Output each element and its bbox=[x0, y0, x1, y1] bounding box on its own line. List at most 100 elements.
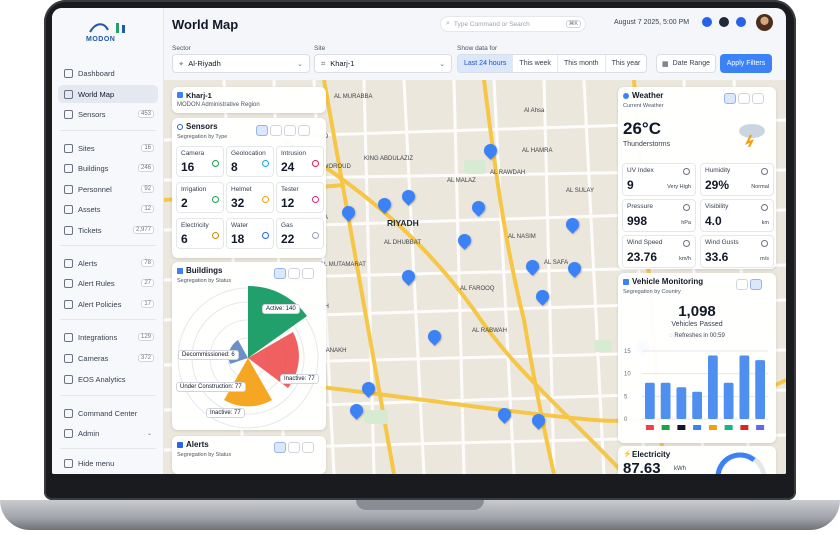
alerts-icon bbox=[64, 258, 73, 268]
buildings-clock-view-icon[interactable] bbox=[274, 268, 286, 279]
sidebar-item-assets[interactable]: Assets 12 bbox=[58, 200, 158, 218]
label-active: Active: 140 bbox=[262, 304, 300, 314]
sidebar-item-sensors[interactable]: Sensors 453 bbox=[58, 105, 158, 123]
weather-tile-value: 4.0 bbox=[705, 214, 722, 228]
sidebar-item-alert-policies[interactable]: Alert Policies 17 bbox=[58, 295, 158, 313]
sector-select[interactable]: ⌖ Al-Riyadh ⌄ bbox=[172, 54, 310, 73]
sensors-clock-view-icon[interactable] bbox=[270, 125, 282, 136]
sensor-tile-geolocation[interactable]: Geolocation 8 bbox=[226, 146, 274, 177]
sensor-tile-label: Water bbox=[231, 222, 249, 229]
sidebar-item-sites[interactable]: Sites 16 bbox=[58, 139, 158, 157]
world-map-icon bbox=[64, 89, 73, 99]
sidebar-item-label: Admin bbox=[78, 428, 100, 438]
chart-bar[interactable] bbox=[707, 355, 718, 419]
sidebar-item-personnel[interactable]: Personnel 92 bbox=[58, 180, 158, 198]
alerts-list-view-icon[interactable] bbox=[288, 442, 300, 453]
weather-tile-unit: hPa bbox=[681, 220, 691, 226]
country-flag-icon bbox=[756, 425, 765, 430]
sidebar-item-admin[interactable]: Admin ⌄ bbox=[58, 424, 158, 442]
notification-bell-icon[interactable] bbox=[736, 17, 746, 27]
vehicle-list-view-icon[interactable] bbox=[736, 279, 748, 290]
sites-icon bbox=[64, 143, 73, 153]
vehicle-chart-view-icon[interactable] bbox=[750, 279, 762, 290]
slice-active[interactable] bbox=[248, 285, 307, 358]
sensor-tile-value: 12 bbox=[281, 196, 295, 210]
y-tick-label: 10 bbox=[624, 372, 631, 378]
chart-bar[interactable] bbox=[676, 387, 687, 419]
range-this-year[interactable]: This year bbox=[611, 60, 641, 67]
sidebar-item-count: 246 bbox=[137, 164, 154, 172]
dashboard-icon bbox=[64, 68, 73, 78]
sidebar-item-buildings[interactable]: Buildings 246 bbox=[58, 159, 158, 177]
sidebar-item-count: 92 bbox=[141, 185, 154, 193]
sensors-tree-view-icon[interactable] bbox=[284, 125, 296, 136]
alerts-tree-view-icon[interactable] bbox=[302, 442, 314, 453]
current-datetime: August 7 2025, 5:00 PM bbox=[614, 19, 690, 26]
map-place-label: AL SULAY bbox=[566, 188, 595, 194]
sensor-tile-camera[interactable]: Camera 16 bbox=[176, 146, 224, 177]
sidebar-item-integrations[interactable]: Integrations 129 bbox=[58, 328, 158, 346]
weather-cloud-icon bbox=[623, 93, 629, 99]
chart-bar[interactable] bbox=[692, 391, 703, 419]
sensor-tile-tester[interactable]: Tester 12 bbox=[276, 182, 324, 213]
sidebar-item-dashboard[interactable]: Dashboard bbox=[58, 64, 158, 82]
globe-icon[interactable] bbox=[702, 17, 712, 27]
search-placeholder: Type Command or Search bbox=[453, 20, 530, 28]
weather-camera-icon[interactable] bbox=[738, 93, 750, 104]
chart-bar[interactable] bbox=[755, 360, 766, 419]
weather-thermometer-icon[interactable] bbox=[724, 93, 736, 104]
sidebar-item-command-center[interactable]: Command Center bbox=[58, 404, 158, 422]
sensor-tile-value: 22 bbox=[281, 232, 295, 246]
slice-inactive-gold[interactable] bbox=[224, 358, 272, 407]
sidebar-item-cameras[interactable]: Cameras 372 bbox=[58, 349, 158, 367]
site-card-icon bbox=[177, 92, 183, 98]
sensor-tile-irrigation[interactable]: Irrigation 2 bbox=[176, 182, 224, 213]
building-icon bbox=[177, 268, 183, 274]
apply-filters-button[interactable]: Apply Filters bbox=[720, 54, 772, 73]
sidebar-item-world-map[interactable]: World Map bbox=[58, 85, 158, 103]
alerts-clock-view-icon[interactable] bbox=[274, 442, 286, 453]
hide-menu-button[interactable]: Hide menu bbox=[58, 454, 158, 472]
sidebar-item-tickets[interactable]: Tickets 2,977 bbox=[58, 221, 158, 239]
sensor-tile-intrusion[interactable]: Intrusion 24 bbox=[276, 146, 324, 177]
user-avatar[interactable] bbox=[756, 14, 773, 31]
intrusion-icon bbox=[312, 160, 319, 167]
chart-bar[interactable] bbox=[660, 382, 671, 419]
range-this-month[interactable]: This month bbox=[558, 55, 606, 72]
chart-bar[interactable] bbox=[723, 382, 734, 419]
theme-toggle-icon[interactable] bbox=[719, 17, 729, 27]
sidebar-divider bbox=[60, 130, 156, 131]
map-place-label: KING ABDULAZIZ bbox=[364, 156, 414, 162]
chart-bar[interactable] bbox=[739, 355, 750, 419]
alerts-title: Alerts bbox=[186, 440, 209, 449]
command-search-input[interactable]: ⌕ Type Command or Search ⌘K bbox=[440, 16, 586, 32]
sidebar-item-eos-analytics[interactable]: EOS Analytics bbox=[58, 370, 158, 388]
gas-icon bbox=[312, 232, 319, 239]
weather-tile-value: 998 bbox=[627, 214, 648, 228]
range-this-week[interactable]: This week bbox=[513, 55, 558, 72]
sensors-grid-view-icon[interactable] bbox=[256, 125, 268, 136]
sidebar-item-alerts[interactable]: Alerts 78 bbox=[58, 254, 158, 272]
sensor-tile-helmet[interactable]: Helmet 32 bbox=[226, 182, 274, 213]
buildings-tree-view-icon[interactable] bbox=[288, 268, 300, 279]
sidebar-item-label: Alert Rules bbox=[78, 278, 115, 288]
personnel-icon bbox=[64, 184, 73, 194]
sector-value: Al-Riyadh bbox=[188, 59, 221, 68]
weather-cloud-view-icon[interactable] bbox=[752, 93, 764, 104]
sensors-view-toggle bbox=[256, 125, 310, 136]
site-select[interactable]: ⌗ Kharj-1 ⌄ bbox=[314, 54, 452, 73]
sensors-signal-view-icon[interactable] bbox=[298, 125, 310, 136]
buildings-home-view-icon[interactable] bbox=[302, 268, 314, 279]
sidebar-item-label: Sites bbox=[78, 143, 95, 153]
sidebar-item-count: 27 bbox=[141, 279, 154, 287]
sidebar-item-alert-rules[interactable]: Alert Rules 27 bbox=[58, 274, 158, 292]
range-last-24-hours[interactable]: Last 24 hours bbox=[458, 55, 514, 72]
date-range-button[interactable]: ▦ Date Range bbox=[656, 54, 716, 73]
integrations-icon bbox=[64, 332, 73, 342]
chart-bar[interactable] bbox=[644, 382, 655, 419]
map-place-label: AL FAROOQ bbox=[460, 286, 495, 292]
sensor-tile-gas[interactable]: Gas 22 bbox=[276, 218, 324, 249]
sensor-tile-electricity[interactable]: Electricity 6 bbox=[176, 218, 224, 249]
laptop-base-notch bbox=[356, 500, 484, 510]
sensor-tile-water[interactable]: Water 18 bbox=[226, 218, 274, 249]
